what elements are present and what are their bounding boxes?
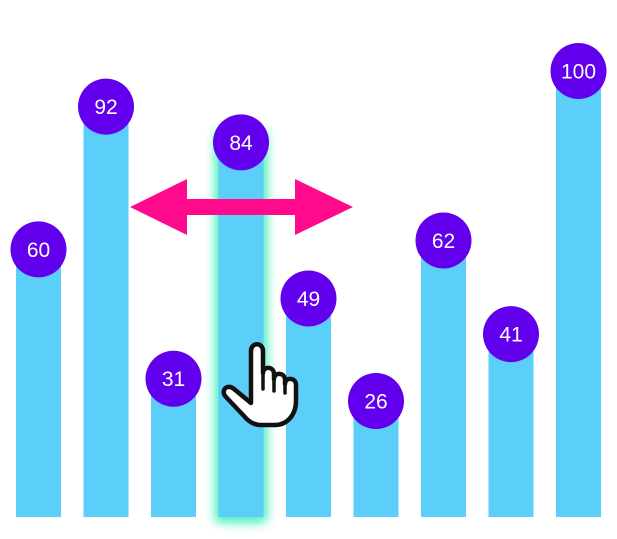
- bar-8: [488, 334, 534, 517]
- bars-layer: [16, 71, 601, 518]
- hand-pointer-icon: [221, 342, 299, 428]
- data-label-circle: [213, 114, 269, 171]
- data-label-1: 60: [10, 221, 67, 278]
- data-label-circle: [348, 373, 404, 430]
- data-label-7: 62: [415, 212, 472, 269]
- data-label-text: 26: [364, 391, 387, 414]
- data-label-circle: [10, 221, 67, 278]
- data-label-circle: [483, 306, 539, 363]
- data-label-text: 60: [27, 239, 50, 262]
- data-label-circle: [145, 350, 202, 407]
- data-label-text: 31: [162, 368, 185, 391]
- data-label-circle: [415, 212, 472, 269]
- data-label-circle: [550, 43, 607, 99]
- data-label-text: 84: [229, 132, 253, 155]
- horizontal-double-arrow-icon: [130, 179, 353, 235]
- bar-1: [16, 249, 61, 517]
- data-label-circle: [280, 270, 337, 327]
- data-label-4: 84: [213, 114, 269, 171]
- interaction-overlay-layer: [130, 179, 353, 428]
- bar-4[interactable]: [218, 142, 264, 518]
- bar-9: [556, 71, 601, 517]
- data-label-5: 49: [280, 270, 337, 327]
- data-label-text: 92: [94, 96, 117, 119]
- data-label-text: 49: [297, 288, 320, 311]
- value-labels-layer: 60 92 31 84 49 26 62 41 100: [10, 43, 607, 430]
- bar-7: [421, 240, 466, 518]
- data-label-text: 41: [499, 324, 522, 347]
- data-label-2: 92: [78, 78, 134, 135]
- data-label-9: 100: [550, 43, 607, 99]
- data-label-6: 26: [348, 373, 404, 430]
- bar-2: [83, 106, 129, 518]
- data-label-circle: [78, 78, 134, 135]
- data-label-text: 62: [432, 230, 455, 253]
- data-label-8: 41: [483, 306, 539, 363]
- data-label-text: 100: [561, 61, 596, 84]
- data-label-3: 31: [145, 350, 202, 407]
